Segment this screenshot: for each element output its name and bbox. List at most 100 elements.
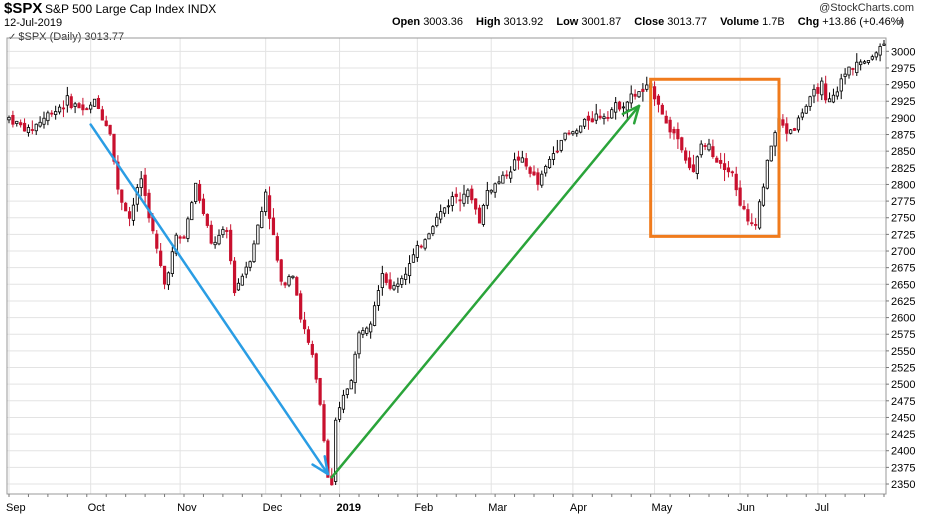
candle-body: [878, 46, 882, 56]
candle-body: [808, 96, 812, 107]
candle-body: [427, 233, 431, 240]
candle-body: [676, 128, 680, 140]
y-tick-label: 2475: [891, 396, 915, 408]
y-tick-label: 2450: [891, 412, 915, 424]
high-value: 3013.92: [503, 16, 544, 28]
candle-body: [851, 68, 855, 70]
candle-body: [69, 96, 73, 108]
candle-body: [264, 191, 268, 213]
candle-body: [621, 106, 626, 109]
candle-body: [785, 123, 789, 134]
candle-body: [353, 353, 357, 383]
candle-body: [699, 143, 703, 156]
candle-body: [614, 102, 618, 113]
candle-body: [326, 440, 330, 478]
candle-body: [789, 129, 793, 134]
candle-body: [446, 205, 451, 208]
candle-body: [197, 183, 202, 201]
candle-body: [489, 189, 493, 193]
y-tick-label: 2775: [891, 196, 915, 208]
candle-body: [349, 380, 353, 390]
candle-body: [839, 78, 843, 92]
candle-body: [765, 159, 769, 189]
annotations: [89, 77, 781, 479]
y-tick-label: 3000: [891, 46, 915, 58]
candle-body: [147, 192, 151, 219]
candle-body: [260, 211, 264, 229]
candle-body: [209, 224, 213, 244]
candle-body: [835, 91, 839, 97]
candle-body: [400, 277, 404, 285]
candle-body: [46, 112, 50, 122]
candle-body: [711, 146, 715, 158]
x-tick-label: Feb: [414, 502, 433, 514]
candle-body: [722, 163, 727, 171]
y-tick-label: 2925: [891, 96, 915, 108]
candle-body: [703, 145, 707, 147]
candle-body: [201, 198, 206, 215]
candle-body: [407, 263, 412, 277]
candle-body: [139, 178, 143, 189]
candle-body: [567, 132, 571, 135]
y-tick-label: 2625: [891, 296, 915, 308]
candle-body: [769, 145, 773, 162]
candle-body: [431, 226, 435, 234]
index-name: S&P 500 Large Cap Index INDX: [45, 2, 216, 16]
low-value: 3001.87: [581, 16, 622, 28]
candle-body: [660, 104, 664, 115]
candle-body: [54, 111, 58, 115]
blue-arrow-head: [323, 455, 330, 476]
candle-body: [442, 207, 447, 214]
candle-body: [493, 183, 497, 193]
candle-body: [221, 229, 225, 236]
candle-body: [271, 217, 276, 236]
y-tick-label: 2550: [891, 346, 915, 358]
x-tick-label: Mar: [488, 502, 507, 514]
candle-body: [57, 106, 62, 113]
candle-body: [563, 132, 567, 140]
ohlc-readout: Open 3003.36 High 3013.92 Low 3001.87 Cl…: [392, 16, 914, 28]
y-tick-label: 2675: [891, 263, 915, 275]
candle-body: [252, 243, 256, 263]
y-tick-label: 2375: [891, 462, 915, 474]
chart-date: 12-Jul-2019: [4, 17, 63, 29]
candle-body: [178, 236, 182, 239]
candle-body: [248, 261, 252, 268]
candles: [7, 39, 886, 486]
candle-body: [547, 158, 552, 169]
y-tick-label: 2500: [891, 379, 915, 391]
candle-body: [337, 407, 342, 420]
candle-body: [419, 245, 423, 248]
candle-body: [575, 130, 579, 134]
candle-body: [847, 66, 851, 76]
y-tick-label: 2725: [891, 229, 915, 241]
index-name-text: S&P 500 Large Cap Index: [45, 2, 185, 16]
candle-body: [458, 199, 462, 202]
candle-body: [645, 84, 649, 90]
candle-body: [334, 419, 338, 482]
candle-body: [590, 118, 594, 123]
candle-body: [555, 150, 559, 153]
x-tick-label: Apr: [570, 502, 587, 514]
candle-body: [279, 259, 283, 282]
candle-body: [579, 125, 583, 133]
candle-body: [127, 211, 132, 219]
candle-body: [804, 105, 808, 114]
chg-value: +13.86 (+0.46%): [822, 16, 905, 28]
candle-body: [392, 285, 396, 290]
chevron-up-icon[interactable]: ▲: [896, 16, 906, 27]
candle-body: [92, 98, 97, 107]
candle-body: [738, 187, 742, 206]
candle-body: [668, 119, 672, 133]
candle-body: [633, 93, 637, 97]
candle-body: [707, 143, 711, 151]
candle-body: [862, 61, 867, 64]
candle-body: [820, 80, 824, 96]
candle-body: [26, 127, 31, 133]
series-label-text: $SPX (Daily) 3013.77: [18, 31, 125, 43]
candle-body: [831, 94, 836, 103]
candle-body: [761, 186, 766, 206]
candle-body: [796, 117, 801, 131]
candle-body: [267, 195, 272, 219]
x-tick-label: Jun: [737, 502, 755, 514]
